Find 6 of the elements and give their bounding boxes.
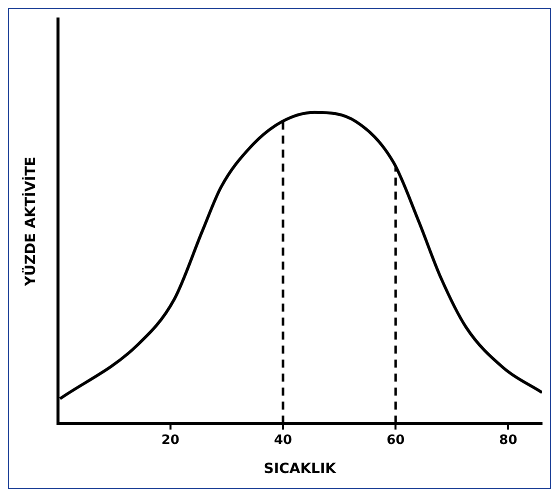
x-axis-title: SICAKLIK [264, 461, 338, 478]
x-tick-label: 20 [161, 432, 180, 448]
y-axis-title: YÜZDE AKTİVİTE [22, 156, 40, 287]
x-tick-label: 80 [499, 432, 518, 448]
x-tick-label: 60 [386, 432, 405, 448]
x-tick-label: 40 [274, 432, 292, 448]
